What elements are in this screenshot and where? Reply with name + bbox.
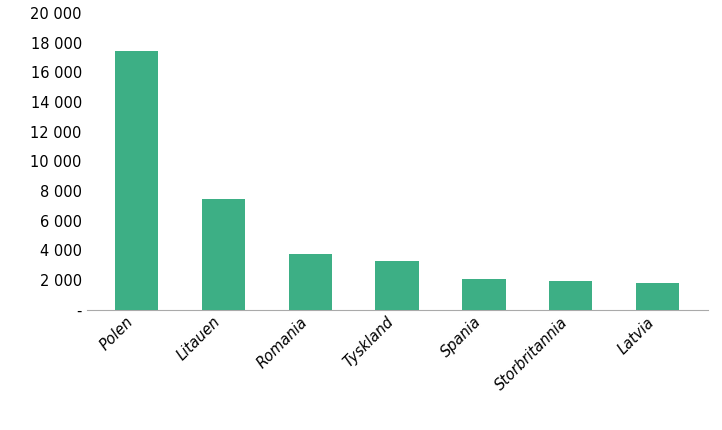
Bar bbox=[201, 200, 245, 310]
Bar bbox=[549, 281, 593, 310]
Bar bbox=[375, 261, 419, 310]
Bar bbox=[115, 51, 158, 310]
Bar bbox=[636, 283, 679, 310]
Bar bbox=[289, 254, 332, 310]
Bar bbox=[462, 279, 505, 310]
